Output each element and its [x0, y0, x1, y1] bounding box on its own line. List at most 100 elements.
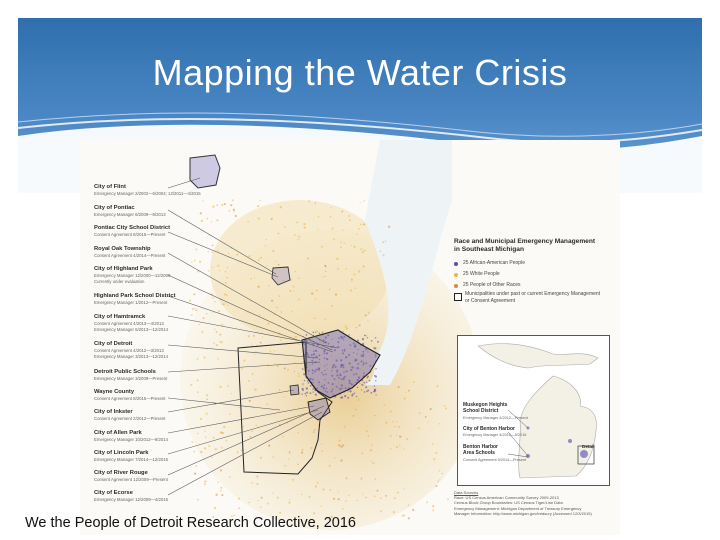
population-dot [273, 350, 276, 352]
population-dot [274, 362, 276, 364]
population-dot [370, 460, 373, 462]
population-dot [363, 200, 365, 202]
population-dot [363, 372, 365, 375]
city-detail: Consent Agreement 8/2015—Present [94, 232, 166, 237]
population-dot [337, 341, 340, 344]
population-dot [374, 337, 377, 339]
population-dot [301, 393, 303, 395]
population-dot [266, 502, 269, 505]
population-dot [228, 413, 231, 416]
population-dot [207, 251, 209, 253]
population-dot [297, 238, 300, 241]
population-dot [204, 430, 206, 432]
population-dot [354, 345, 356, 347]
population-dot [345, 267, 348, 270]
source-line: Manager Information: http://www.michigan… [454, 510, 592, 516]
population-dot [328, 464, 331, 467]
population-dot [324, 270, 327, 273]
population-dot [298, 298, 300, 301]
legend-label: 25 People of Other Races [463, 282, 521, 288]
population-dot [226, 276, 229, 279]
population-dot [203, 356, 206, 359]
population-dot [223, 425, 226, 429]
population-dot [256, 475, 259, 478]
population-dot [364, 314, 367, 317]
population-dot [305, 394, 308, 397]
population-dot [316, 378, 319, 381]
population-dot [331, 366, 334, 369]
population-dot [308, 369, 310, 372]
population-dot [315, 368, 318, 371]
city-label: Highland Park School District Emergency … [94, 293, 234, 306]
population-dot [384, 240, 387, 243]
population-dot [269, 350, 272, 352]
population-dot [418, 412, 421, 415]
population-dot [373, 389, 377, 392]
population-dot [343, 339, 345, 341]
population-dot [348, 494, 350, 497]
population-dot [443, 404, 446, 407]
population-dot [407, 517, 410, 520]
population-dot [326, 367, 329, 370]
population-dot [204, 436, 207, 439]
inset-name: Muskegon Heights [463, 402, 508, 408]
population-dot [358, 324, 361, 327]
wayne-county-boundary [237, 341, 333, 475]
city-detail: Emergency Manager 10/2012—9/2014 [94, 437, 169, 442]
population-dot [240, 449, 243, 452]
population-dot [362, 265, 365, 268]
population-dot [318, 381, 320, 384]
population-dot [363, 334, 366, 337]
population-dot [357, 227, 360, 230]
population-dot [327, 334, 330, 337]
population-dot [280, 339, 282, 342]
legend-item-african-american: 25 African-American People [454, 258, 619, 269]
population-dot [355, 326, 358, 329]
population-dot [250, 277, 252, 280]
population-dot [277, 263, 280, 266]
outline-box-icon [454, 293, 462, 301]
population-dot [221, 494, 224, 497]
population-dot [206, 398, 208, 401]
population-dot [324, 275, 326, 277]
population-dot [196, 379, 199, 382]
population-dot [264, 245, 266, 247]
muskegon-label: Muskegon Heights School District [463, 402, 507, 414]
lake-st-clair [365, 140, 452, 385]
population-dot [312, 353, 316, 356]
population-dot [327, 382, 330, 384]
population-dot [283, 367, 286, 370]
population-dot [289, 499, 291, 501]
population-dot [339, 373, 341, 375]
population-dot [338, 376, 341, 379]
legend-title: Race and Municipal Emergency Management [454, 238, 596, 245]
population-dot [303, 369, 305, 372]
population-dot [326, 357, 329, 361]
population-dot [337, 498, 340, 501]
population-dot [324, 370, 326, 372]
population-dot [437, 480, 439, 483]
population-dot [247, 335, 250, 338]
population-dot [438, 423, 441, 425]
population-dot [365, 386, 368, 389]
population-dot [331, 374, 334, 377]
population-dot [217, 264, 220, 267]
population-dot [374, 347, 377, 350]
population-dot [330, 370, 333, 372]
legend-item-municipality: Municipalities under past or current Eme… [454, 291, 619, 304]
population-dot [316, 289, 318, 292]
population-dot [361, 342, 365, 346]
population-dot [253, 335, 255, 337]
population-dot [298, 235, 300, 238]
city-name: City of River Rouge [94, 470, 148, 476]
population-dot [238, 406, 241, 409]
population-dot [303, 373, 306, 376]
population-dot [222, 303, 225, 305]
population-dot [257, 217, 260, 220]
population-dot [289, 289, 292, 293]
population-dot [365, 496, 367, 499]
population-dot [312, 345, 314, 347]
population-dot [193, 472, 197, 475]
population-dot [266, 265, 268, 267]
population-dot [351, 366, 354, 369]
